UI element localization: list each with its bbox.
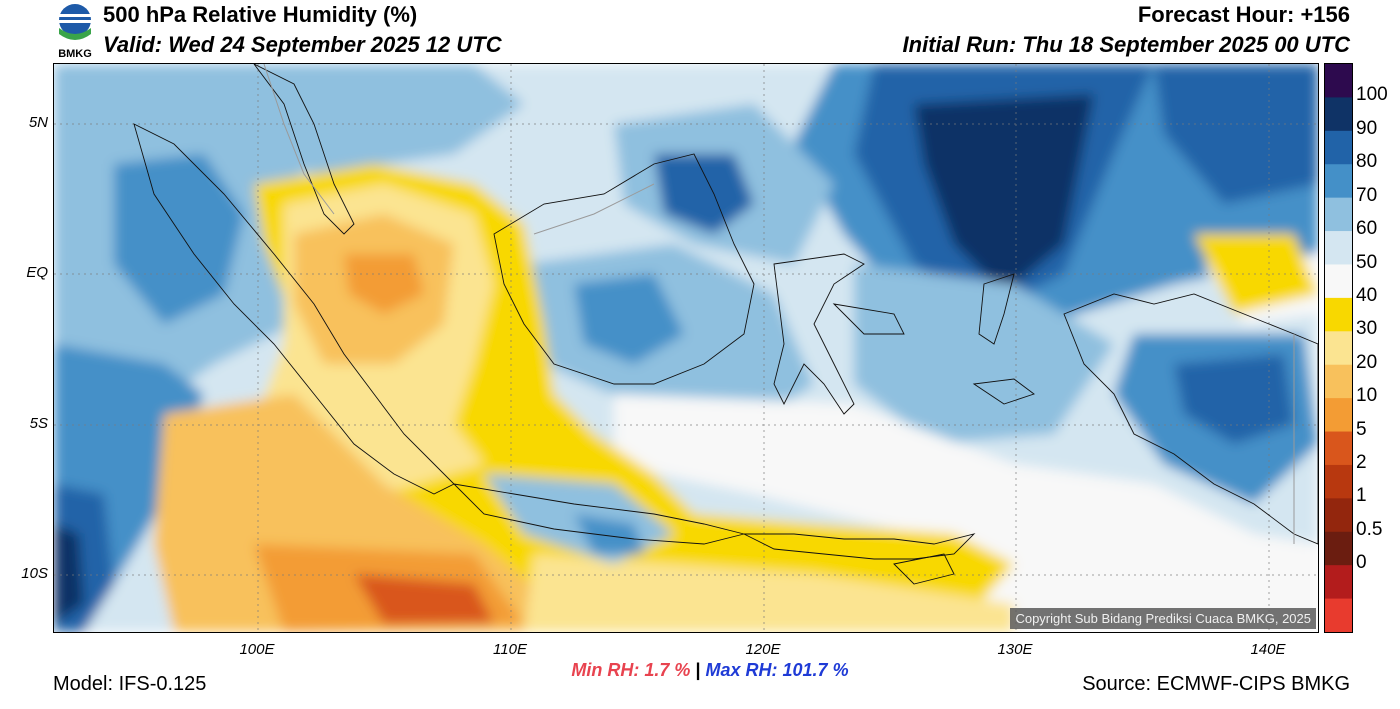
source-label: Source: ECMWF-CIPS BMKG [1082,673,1350,695]
colorbar-swatch [1325,331,1352,366]
colorbar-swatch [1325,364,1352,399]
logo-text: BMKG [58,48,92,60]
colorbar-label: 2 [1356,451,1367,473]
valid-time: Valid: Wed 24 September 2025 12 UTC [103,32,502,57]
model-label: Model: IFS-0.125 [53,673,207,695]
lat-label-10s: 10S [21,565,48,582]
colorbar-label: 40 [1356,284,1378,306]
colorbar-swatch [1325,264,1352,299]
colorbar-label: 100 [1356,84,1388,106]
colorbar-swatch [1325,531,1352,566]
min-rh: Min RH: 1.7 % [571,660,691,680]
grid-lines [54,64,1318,632]
lat-label-eq: EQ [26,264,48,281]
lat-label-5n: 5N [28,114,48,131]
colorbar-swatch [1325,598,1352,633]
colorbar-swatch [1325,197,1352,232]
colorbar-swatch [1325,398,1352,433]
colorbar-swatches [1325,64,1352,633]
lat-label-5s: 5S [29,415,48,432]
colorbar-label: 90 [1356,117,1378,139]
colorbar-label: 20 [1356,351,1378,373]
colorbar-swatch [1325,464,1352,499]
initial-run: Initial Run: Thu 18 September 2025 00 UT… [902,32,1350,57]
lon-label-100e: 100E [239,641,275,658]
lon-label-130e: 130E [997,641,1033,658]
max-rh: Max RH: 101.7 % [705,660,849,680]
map-title: 500 hPa Relative Humidity (%) [103,2,418,27]
forecast-hour: Forecast Hour: +156 [1137,2,1350,27]
rh-stats: Min RH: 1.7 % | Max RH: 101.7 % [0,660,1400,681]
colorbar-label: 70 [1356,184,1378,206]
lon-label-120e: 120E [745,641,781,658]
colorbar-swatch [1325,498,1352,533]
colorbar-label: 0 [1356,552,1367,574]
colorbar-label: 60 [1356,218,1378,240]
colorbar-swatch [1325,565,1352,600]
colorbar-label: 50 [1356,251,1378,273]
lon-label-110e: 110E [493,641,527,658]
borders [263,64,1295,544]
coastlines [133,64,1318,585]
colorbar-swatch [1325,164,1352,199]
colorbar-swatch [1325,130,1352,165]
colorbar-label: 30 [1356,318,1378,340]
bmkg-logo: BMKG [50,2,100,60]
colorbar-label: 10 [1356,385,1378,407]
copyright-notice: Copyright Sub Bidang Prediksi Cuaca BMKG… [1010,608,1316,629]
colorbar-label: 0.5 [1356,518,1383,540]
colorbar-swatch [1325,431,1352,466]
colorbar-swatch [1325,297,1352,332]
colorbar-swatch [1325,231,1352,265]
lon-label-140e: 140E [1250,641,1286,658]
humidity-field [54,64,1318,632]
colorbar-label: 1 [1356,485,1367,507]
colorbar [1324,63,1353,633]
colorbar-label: 80 [1356,151,1378,173]
humidity-map [53,63,1319,633]
colorbar-label: 5 [1356,418,1367,440]
colorbar-swatch [1325,64,1352,98]
stats-separator: | [695,660,701,680]
colorbar-swatch [1325,97,1352,132]
